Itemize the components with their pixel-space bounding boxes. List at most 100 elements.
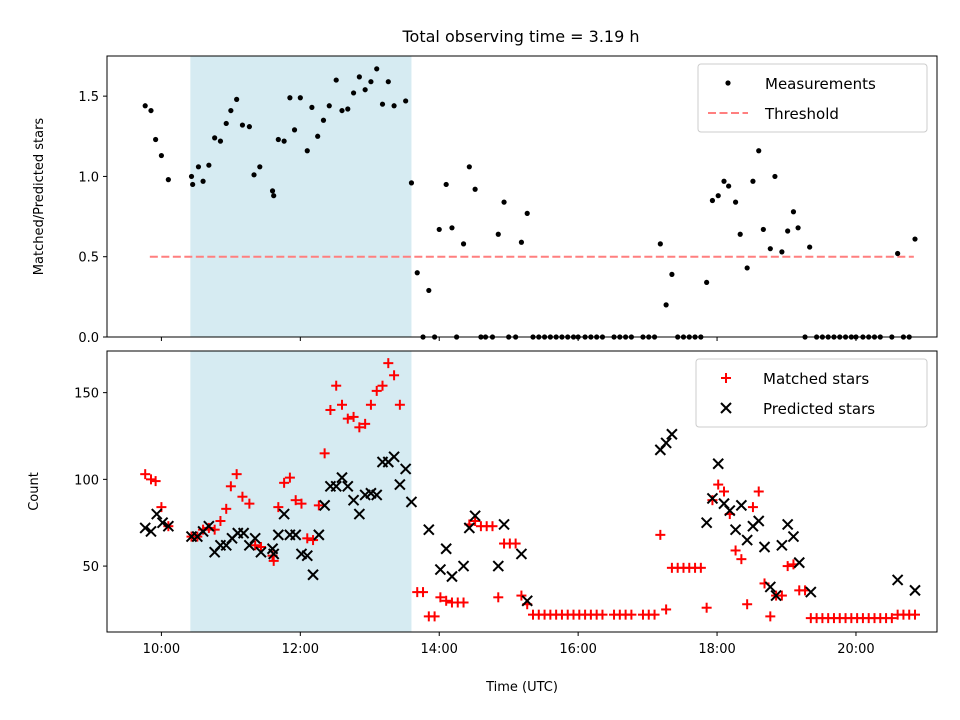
predicted-star-point: [330, 480, 342, 493]
predicted-star-point: [741, 534, 753, 546]
y-tick-label: 1.5: [78, 90, 99, 105]
predicted-star-point-b: [787, 530, 800, 543]
measurement-point: [704, 279, 710, 286]
matched-star-point: [336, 399, 347, 410]
predicted-star-point-b: [151, 508, 163, 520]
measurement-point: [436, 226, 442, 233]
predicted-star-point-b: [365, 487, 377, 499]
matched-star-point: [308, 535, 319, 546]
matched-star-point: [747, 502, 758, 513]
measurement-point: [153, 136, 159, 143]
measurement-points: [142, 66, 918, 340]
matched-star-point: [150, 476, 161, 487]
measurement-point: [142, 103, 148, 109]
x-tick-label: 16:00: [559, 642, 596, 657]
predicted-star-point: [735, 499, 748, 512]
predicted-star-point: [891, 574, 904, 586]
predicted-star-point: [156, 517, 169, 529]
predicted-star-point: [267, 548, 280, 560]
measurement-point: [472, 186, 478, 192]
predicted-star-point-b: [318, 499, 331, 512]
count-legend: Matched stars Predicted stars: [695, 358, 928, 428]
predicted-star-point: [446, 570, 458, 583]
predicted-star-point: [776, 539, 788, 551]
matched-star-point: [458, 597, 469, 608]
predicted-star-point: [399, 463, 412, 475]
matched-star-point: [255, 542, 266, 553]
measurement-point: [750, 178, 756, 184]
measurement-point: [304, 148, 310, 154]
matched-star-point: [626, 609, 637, 620]
predicted-star-point-b: [446, 570, 458, 583]
predicted-star-point-b: [469, 510, 481, 522]
measurement-point: [374, 66, 380, 72]
predicted-star-point: [909, 584, 921, 597]
matched-star-point: [765, 611, 776, 622]
predicted-star-point: [289, 529, 302, 541]
predicted-star-point-b: [805, 586, 817, 598]
legend-measurements-label: Measurements: [765, 75, 876, 93]
matched-star-point: [487, 521, 498, 532]
predicted-star-point-b: [776, 539, 788, 551]
measurement-point: [158, 152, 165, 159]
ratio-y-ticks: 0.0 0.5 1.0 1.5: [78, 90, 107, 346]
predicted-star-point-b: [405, 496, 418, 508]
matched-star-point: [250, 540, 261, 551]
measurement-point: [239, 122, 246, 128]
measurement-point: [807, 244, 813, 250]
ratio-axes-frame: [106, 55, 938, 338]
measurement-point: [315, 133, 321, 139]
predicted-star-point: [342, 480, 354, 493]
predicted-star-point: [764, 581, 777, 593]
matched-star-point: [365, 399, 376, 410]
predicted-star-point: [203, 520, 215, 532]
matched-star-point: [284, 472, 295, 483]
matched-star-point: [237, 491, 248, 502]
predicted-star-point-b: [764, 581, 777, 593]
predicted-star-point-b: [249, 532, 261, 545]
predicted-star-point-b: [255, 546, 267, 558]
measurement-point: [320, 117, 327, 123]
predicted-star-point-b: [139, 522, 151, 534]
predicted-star-point: [139, 522, 151, 534]
predicted-star-point-b: [267, 548, 280, 560]
matched-star-point: [296, 498, 307, 509]
matched-star-point: [313, 500, 324, 511]
predicted-star-point-b: [909, 584, 921, 597]
predicted-star-point: [272, 529, 285, 541]
predicted-star-point-b: [700, 517, 713, 529]
measurement-point: [663, 302, 669, 308]
predicted-star-point-b: [399, 463, 412, 475]
predicted-star-point: [469, 510, 481, 522]
measurement-point: [217, 138, 224, 144]
predicted-star-point-b: [272, 529, 285, 541]
matched-star-point: [225, 481, 236, 492]
matched-star-point: [273, 502, 284, 513]
predicted-star-point: [463, 522, 476, 534]
predicted-star-point: [793, 556, 805, 569]
predicted-star-point: [249, 532, 261, 545]
predicted-star-point: [666, 428, 678, 440]
observing-window-band-rect: [190, 56, 412, 337]
predicted-star-point: [660, 437, 672, 449]
predicted-star-point: [770, 589, 782, 602]
measurement-point: [190, 181, 196, 188]
measurement-point: [760, 226, 766, 233]
predicted-star-point: [753, 515, 765, 527]
predicted-star-point: [423, 523, 435, 536]
predicted-star-point-b: [336, 471, 348, 484]
measurement-point: [297, 95, 303, 101]
predicted-star-point: [706, 492, 719, 505]
matched-star-point: [418, 587, 429, 598]
legend-matched-label: Matched stars: [763, 370, 869, 388]
matched-star-point: [719, 486, 730, 497]
predicted-star-point: [781, 518, 794, 531]
matched-star-points: [140, 358, 921, 624]
predicted-star-point-b: [793, 556, 805, 569]
count-y-ticks: 50 100 150: [74, 387, 107, 575]
ratio-legend: Measurements Threshold: [697, 63, 928, 133]
predicted-star-point-b: [660, 437, 672, 449]
predicted-star-point-b: [162, 520, 175, 532]
y-tick-label: 150: [74, 387, 99, 402]
measurement-point: [443, 181, 449, 188]
